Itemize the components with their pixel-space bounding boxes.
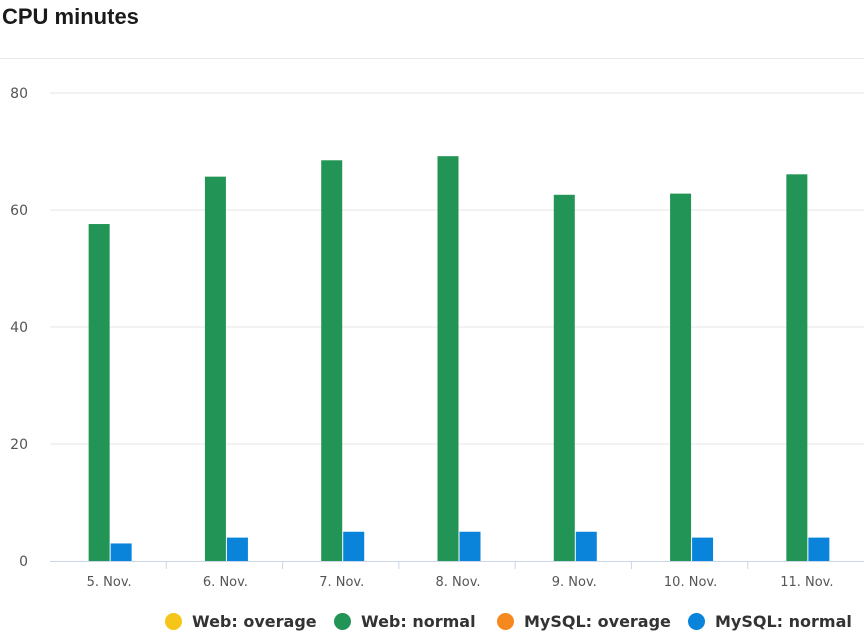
legend-label: Web: overage (192, 612, 317, 631)
y-tick-label: 0 (19, 554, 28, 570)
legend-marker-icon (688, 613, 705, 630)
bar-mysql-normal[interactable] (226, 537, 248, 561)
y-axis-ticks: 0 20 40 60 80 (10, 86, 28, 570)
legend: Web: overage Web: normal MySQL: overage MyS… (0, 612, 864, 642)
y-tick-label: 60 (10, 203, 28, 219)
x-axis: 5. Nov. 6. Nov. 7. Nov. 8. Nov. 9. Nov. 10. N… (50, 561, 864, 590)
x-tick-label: 8. Nov. (435, 575, 480, 590)
bar-web-normal[interactable] (553, 194, 575, 562)
y-tick-label: 40 (10, 320, 28, 336)
legend-marker-icon (165, 613, 182, 630)
bar-web-normal[interactable] (321, 160, 343, 561)
bar-mysql-normal[interactable] (110, 543, 132, 561)
legend-item-web-normal[interactable]: Web: normal (334, 612, 476, 631)
bar-mysql-normal[interactable] (459, 531, 481, 561)
legend-marker-icon (497, 613, 514, 630)
bar-mysql-normal[interactable] (575, 531, 597, 561)
bar-mysql-normal[interactable] (692, 537, 714, 561)
legend-marker-icon (334, 613, 351, 630)
bar-web-normal[interactable] (437, 156, 459, 561)
legend-label: MySQL: overage (524, 612, 671, 631)
bar-web-normal[interactable] (670, 193, 692, 561)
bars (88, 156, 830, 562)
x-tick-label: 7. Nov. (319, 575, 364, 590)
x-tick-label: 11. Nov. (780, 575, 833, 590)
x-tick-label: 9. Nov. (552, 575, 597, 590)
chart-title: CPU minutes (2, 4, 139, 29)
legend-label: MySQL: normal (715, 612, 852, 631)
cpu-minutes-chart: 0 20 40 60 80 5. Nov. 6. Nov. 7. Nov. 8. Nov. 9.… (10, 86, 864, 590)
legend-item-mysql-overage[interactable]: MySQL: overage (497, 612, 671, 631)
legend-item-mysql-normal[interactable]: MySQL: normal (688, 612, 852, 631)
bar-web-normal[interactable] (88, 224, 110, 562)
x-tick-label: 6. Nov. (203, 575, 248, 590)
legend-label: Web: normal (361, 612, 476, 631)
bar-web-normal[interactable] (204, 176, 226, 561)
bar-mysql-normal[interactable] (343, 531, 365, 561)
y-tick-label: 80 (10, 86, 28, 102)
legend-item-web-overage[interactable]: Web: overage (165, 612, 317, 631)
bar-mysql-normal[interactable] (808, 537, 830, 561)
x-tick-label: 10. Nov. (664, 575, 717, 590)
y-tick-label: 20 (10, 437, 28, 453)
bar-web-normal[interactable] (786, 174, 808, 561)
title-divider (0, 58, 864, 59)
x-tick-label: 5. Nov. (87, 575, 132, 590)
